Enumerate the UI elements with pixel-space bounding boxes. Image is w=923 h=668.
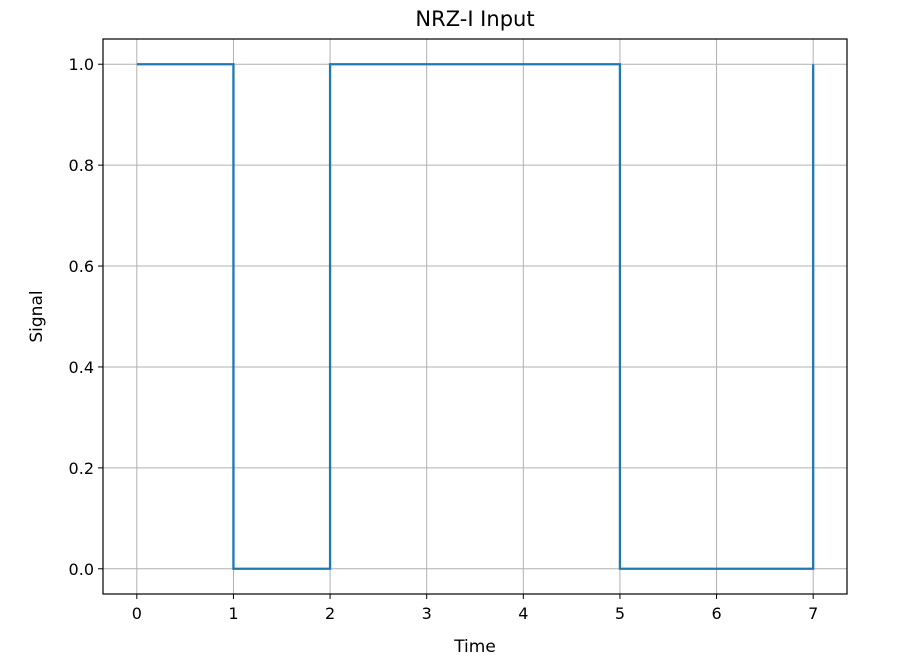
axes-frame xyxy=(102,38,848,595)
x-tick-label: 5 xyxy=(615,604,625,623)
x-tick-label: 3 xyxy=(422,604,432,623)
x-tick-label: 7 xyxy=(808,604,818,623)
x-tick-label: 1 xyxy=(228,604,238,623)
series-line-0 xyxy=(136,63,815,570)
x-tick-label: 6 xyxy=(711,604,721,623)
x-tick-label: 2 xyxy=(325,604,335,623)
grid xyxy=(103,39,847,594)
y-tick-label: 0.0 xyxy=(69,560,94,579)
ticks: 0 1 2 3 4 5 6 7 0.0 0.2 0.4 0.6 0.8 1.0 xyxy=(69,55,819,623)
y-tick-label: 0.2 xyxy=(69,459,94,478)
x-tick-label: 0 xyxy=(132,604,142,623)
x-axis-label: Time xyxy=(453,637,496,657)
y-tick-label: 1.0 xyxy=(69,55,94,74)
chart-title: NRZ-I Input xyxy=(415,7,534,31)
y-tick-label: 0.8 xyxy=(69,156,94,175)
series-layer xyxy=(136,63,815,570)
y-tick-label: 0.6 xyxy=(69,257,94,276)
y-axis-label: Signal xyxy=(27,290,47,342)
x-tick-label: 4 xyxy=(518,604,528,623)
y-tick-label: 0.4 xyxy=(69,358,94,377)
